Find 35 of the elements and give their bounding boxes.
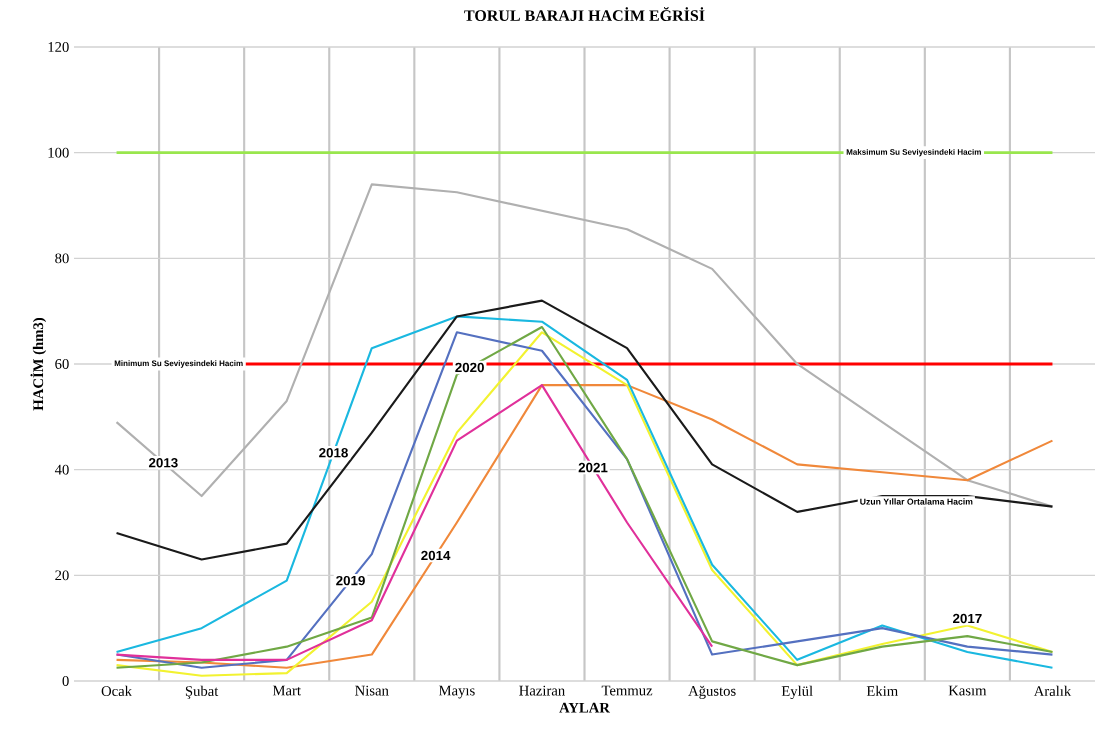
x-tick-label: Aralık	[1033, 685, 1072, 697]
x-tick-label: Ekim	[866, 685, 898, 696]
x-tick-label: Haziran	[519, 685, 565, 696]
line-series	[115, 299, 1054, 561]
x-tick-label: Nisan	[355, 685, 389, 696]
series-label: Uzun Yıllar Ortalama Hacim	[860, 498, 973, 505]
y-tick-label: 0	[62, 676, 69, 686]
x-tick-label: Kasım	[948, 685, 987, 696]
x-tick-label: Mayıs	[438, 685, 475, 699]
x-tick-label: Eylül	[781, 685, 813, 700]
line-series	[115, 384, 714, 661]
y-axis-title: HACİM (hm3)	[30, 317, 47, 411]
ref-line-label: Maksimum Su Seviyesindeki Hacim	[846, 148, 981, 157]
line-series	[115, 384, 1054, 669]
series-label: 2017	[953, 613, 982, 624]
series-label: 2014	[421, 550, 451, 561]
chart-title: TORUL BARAJI HACİM EĞRİSİ	[464, 6, 705, 21]
x-axis-title: AYLAR	[559, 702, 611, 713]
y-tick-label: 60	[55, 359, 69, 369]
y-tick-label: 120	[48, 42, 69, 52]
x-tick-label: Şubat	[185, 685, 219, 699]
series-label: 2018	[319, 448, 348, 458]
x-tick-label: Temmuz	[601, 685, 653, 696]
y-tick-label: 100	[48, 147, 69, 158]
x-tick-label: Ocak	[101, 685, 133, 697]
series-label: 2013	[148, 458, 178, 468]
y-tick-label: 40	[54, 464, 69, 475]
series-label: 2020	[455, 362, 484, 373]
series-label: 2019	[336, 575, 365, 586]
y-tick-label: 80	[55, 253, 69, 264]
ref-line-label: Minimum Su Seviyesindeki Hacim	[114, 360, 243, 368]
series-label: 2021	[578, 462, 608, 473]
x-tick-label: Mart	[272, 685, 301, 696]
x-tick-label: Ağustos	[688, 685, 736, 699]
y-tick-label: 20	[55, 570, 69, 581]
